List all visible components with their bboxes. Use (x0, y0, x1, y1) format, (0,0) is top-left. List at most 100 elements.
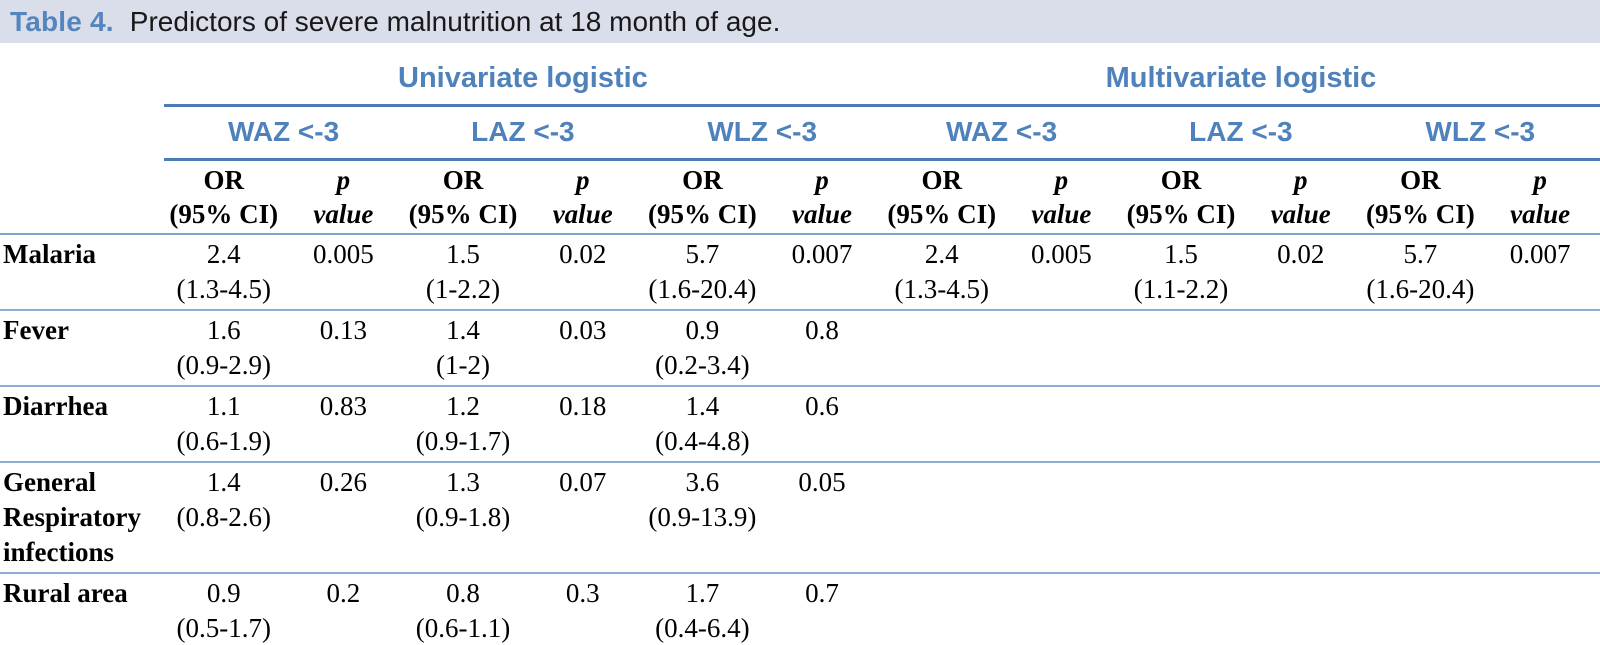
or-ci-cell-empty (1121, 310, 1241, 387)
or-ci-cell-empty (881, 310, 1002, 387)
table-row: Rural area 0.9 (0.5-1.7) 0.2 0.8 (0.6-1.1) 0.3… (0, 573, 1600, 645)
or-ci-cell: 5.7 (1.6-20.4) (642, 234, 763, 311)
p-value-cell: 0.007 (1480, 234, 1600, 311)
p-value-header: p value (283, 159, 404, 235)
table-caption-text: Predictors of severe malnutrition at 18 … (129, 5, 781, 37)
row-label: Diarrhea (0, 386, 164, 463)
or-ci-cell: 3.6 (0.9-13.9) (642, 462, 763, 574)
or-value: 1.4 (685, 391, 720, 421)
or-header-line2: (95% CI) (1126, 199, 1236, 229)
or-ci-header: OR (95% CI) (1121, 159, 1241, 235)
p-header-line2: value (1270, 199, 1331, 229)
p-value-cell: 0.05 (762, 462, 882, 574)
p-value-cell-empty (1240, 462, 1361, 574)
ci-value: (0.5-1.7) (176, 613, 271, 643)
outcome-header-waz-multi: WAZ <-3 (881, 105, 1122, 161)
or-ci-cell-empty (1360, 462, 1481, 574)
or-ci-cell-empty (881, 462, 1002, 574)
p-value-cell-empty (1001, 310, 1122, 387)
or-ci-cell: 1.5 (1-2.2) (403, 234, 523, 311)
p-value-header: p value (1480, 159, 1600, 235)
ci-value: (1.6-20.4) (1366, 274, 1475, 304)
p-value-header: p value (522, 159, 643, 235)
p-value-cell: 0.13 (283, 310, 404, 387)
ci-value: (0.9-13.9) (648, 502, 757, 532)
outcome-header-laz-multi: LAZ <-3 (1121, 105, 1361, 161)
or-ci-cell-empty (1121, 386, 1241, 463)
or-ci-cell: 1.1 (0.6-1.9) (163, 386, 284, 463)
p-value-cell: 0.83 (283, 386, 404, 463)
or-header-line1: OR (203, 165, 244, 195)
p-value-cell: 0.03 (522, 310, 643, 387)
predictors-table: Univariate logistic Multivariate logisti… (0, 56, 1600, 645)
p-value-cell: 0.3 (522, 573, 643, 645)
table-row: Fever 1.6 (0.9-2.9) 0.13 1.4 (1-2) 0.03 0.9 (0.2… (0, 310, 1600, 387)
p-value-cell-empty (1240, 386, 1361, 463)
or-header-line2: (95% CI) (1365, 199, 1475, 229)
measure-header-row: OR (95% CI) p value OR (95% CI) p value OR (95% C… (0, 159, 1600, 235)
ci-value: (1.3-4.5) (176, 274, 271, 304)
or-ci-cell: 1.7 (0.4-6.4) (642, 573, 763, 645)
p-value-cell: 0.005 (1001, 234, 1122, 311)
or-header-line1: OR (1400, 165, 1441, 195)
or-value: 1.1 (206, 391, 241, 421)
p-value-cell: 0.02 (522, 234, 643, 311)
p-header-line2: value (552, 199, 613, 229)
p-header-line1: p (815, 165, 829, 195)
or-ci-cell: 1.6 (0.9-2.9) (163, 310, 284, 387)
p-value-cell-empty (1001, 386, 1122, 463)
p-header-line1: p (575, 165, 590, 195)
or-ci-cell: 0.8 (0.6-1.1) (403, 573, 523, 645)
or-ci-header: OR (95% CI) (642, 159, 763, 235)
ci-value: (0.9-1.7) (415, 426, 511, 456)
p-value-header: p value (1240, 159, 1361, 235)
or-ci-header: OR (95% CI) (881, 159, 1002, 235)
p-value-header: p value (762, 159, 882, 235)
p-value-cell: 0.005 (283, 234, 404, 311)
or-value: 1.2 (446, 391, 480, 421)
row-label: General Respiratory infections (0, 462, 164, 574)
table-row: General Respiratory infections 1.4 (0.8-2.… (0, 462, 1600, 574)
ci-value: (0.9-1.8) (415, 502, 511, 532)
p-value-cell: 0.007 (762, 234, 882, 311)
or-header-line1: OR (921, 165, 962, 195)
or-ci-cell: 2.4 (1.3-4.5) (163, 234, 284, 311)
corner-spacer (0, 159, 164, 235)
ci-value: (0.6-1.1) (415, 613, 511, 643)
or-ci-cell-empty (881, 573, 1002, 645)
or-header-line1: OR (682, 165, 723, 195)
p-value-cell-empty (1480, 462, 1600, 574)
or-header-line2: (95% CI) (169, 199, 279, 229)
ci-value: (0.4-6.4) (655, 613, 750, 643)
ci-value: (0.2-3.4) (655, 350, 750, 380)
corner-spacer (0, 56, 164, 106)
or-header-line2: (95% CI) (647, 199, 757, 229)
p-header-line2: value (1031, 199, 1092, 229)
group-header-multivariate: Multivariate logistic (881, 56, 1600, 107)
p-value-cell: 0.07 (522, 462, 643, 574)
p-value-cell: 0.18 (522, 386, 643, 463)
outcome-header-waz-uni: WAZ <-3 (163, 105, 404, 161)
ci-value: (1.6-20.4) (648, 274, 757, 304)
or-ci-cell: 1.3 (0.9-1.8) (403, 462, 523, 574)
outcome-header-wlz-uni: WLZ <-3 (642, 105, 882, 161)
p-value-cell: 0.2 (283, 573, 404, 645)
p-value-cell: 0.6 (762, 386, 882, 463)
ci-value: (0.4-4.8) (655, 426, 750, 456)
p-value-cell: 0.26 (283, 462, 404, 574)
table-number-label: Table 4. (10, 5, 114, 37)
p-header-line1: p (336, 165, 351, 195)
p-header-line2: value (1510, 199, 1571, 229)
or-ci-cell: 2.4 (1.3-4.5) (881, 234, 1002, 311)
ci-value: (0.9-2.9) (176, 350, 271, 380)
ci-value: (1-2.2) (425, 274, 501, 304)
or-value: 1.7 (685, 578, 720, 608)
table-row: Malaria 2.4 (1.3-4.5) 0.005 1.5 (1-2.2) 0.02 5.… (0, 234, 1600, 311)
row-label: Fever (0, 310, 164, 387)
p-value-cell-empty (1480, 310, 1600, 387)
p-header-line2: value (313, 199, 374, 229)
p-value-cell-empty (1480, 386, 1600, 463)
p-value-cell-empty (1480, 573, 1600, 645)
or-ci-cell: 1.4 (0.4-4.8) (642, 386, 763, 463)
ci-value: (1-2) (436, 350, 491, 380)
